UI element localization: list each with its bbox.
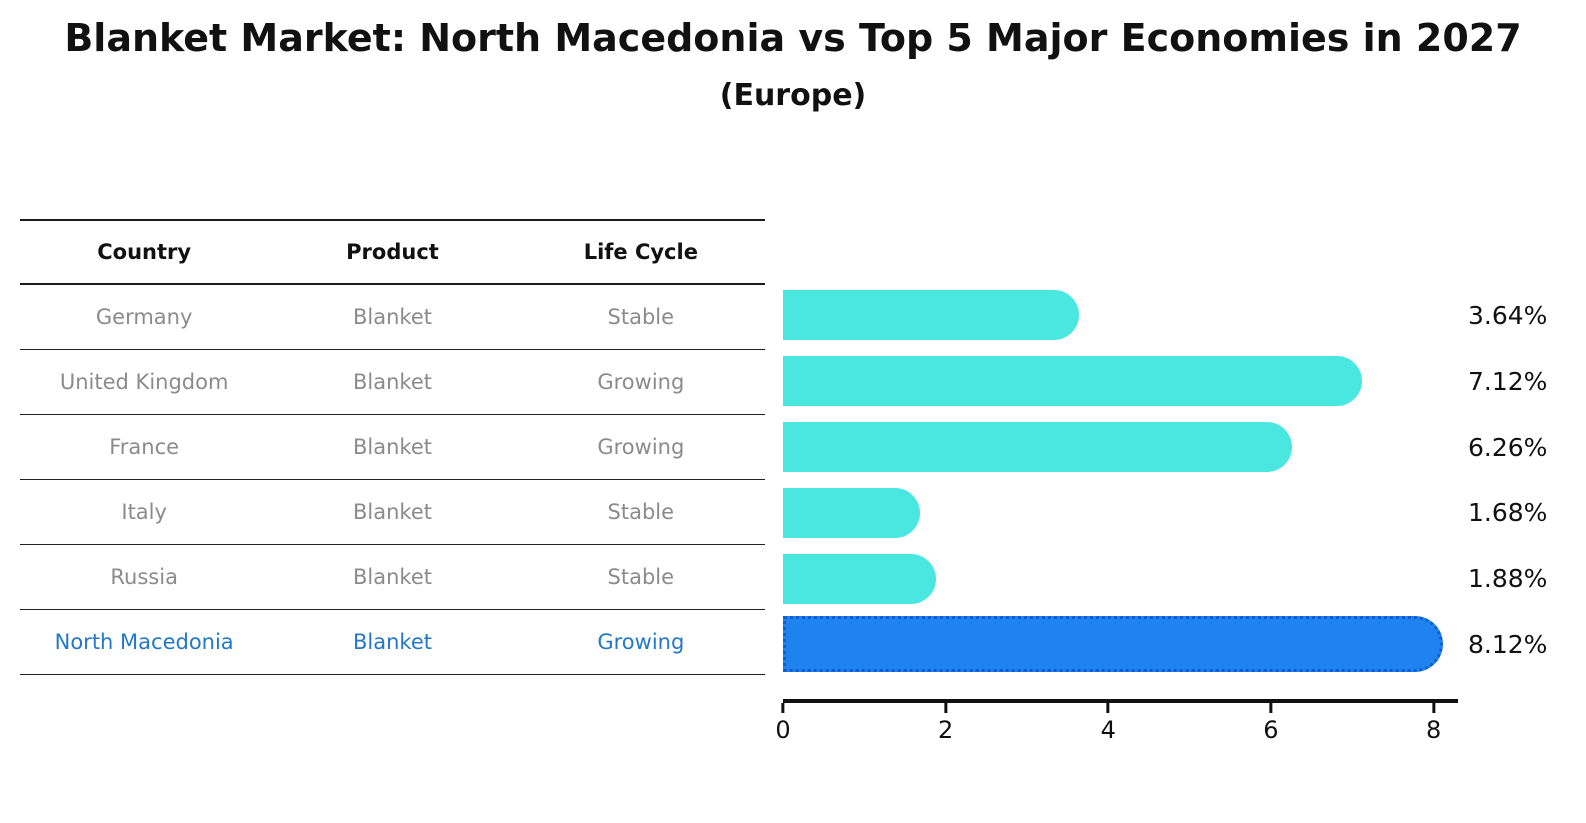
value-label: 7.12% <box>1468 366 1548 396</box>
table-row: United Kingdom Blanket Growing <box>20 350 765 415</box>
table-cell-product: Blanket <box>352 369 432 394</box>
bar-row <box>783 480 1458 546</box>
table-cell-product: Blanket <box>352 304 432 329</box>
value-label: 1.88% <box>1468 564 1548 594</box>
bar <box>783 553 936 604</box>
x-tick-label: 8 <box>1425 715 1442 744</box>
value-label: 3.64% <box>1468 300 1548 330</box>
x-tick: 4 <box>1100 702 1116 744</box>
chart-subtitle: (Europe) <box>719 77 867 113</box>
x-tick: 6 <box>1263 702 1279 744</box>
figure-body: Country Product Life Cycle Germany Blank… <box>0 218 1586 748</box>
x-tick-mark <box>1106 702 1110 713</box>
table-cell-life-cycle: Stable <box>607 304 675 329</box>
value-label: 6.26% <box>1468 432 1548 462</box>
table-cell-country: North Macedonia <box>54 629 234 654</box>
table-row: Italy Blanket Stable <box>20 480 765 545</box>
table-cell-country: France <box>109 434 180 459</box>
bar-chart: 0 2 4 6 8 3 <box>775 219 1586 748</box>
table-row: Russia Blanket Stable <box>20 545 765 610</box>
x-tick-mark <box>944 702 948 713</box>
table-cell-life-cycle: Growing <box>597 629 685 654</box>
table-cell-life-cycle: Stable <box>607 499 675 524</box>
bar <box>783 616 1444 673</box>
bar <box>783 487 920 538</box>
table-cell-country: Italy <box>121 499 167 524</box>
table-header-row: Country Product Life Cycle <box>20 221 765 285</box>
x-tick: 2 <box>938 702 954 744</box>
table-cell-product: Blanket <box>352 499 432 524</box>
chart-title: Blanket Market: North Macedonia vs Top 5… <box>64 16 1522 60</box>
x-tick-label: 2 <box>938 715 954 744</box>
table-cell-country: Russia <box>110 564 178 589</box>
table-cell-life-cycle: Growing <box>597 434 685 459</box>
bar <box>783 356 1363 407</box>
table-cell-product: Blanket <box>352 434 432 459</box>
bar-row <box>783 612 1458 678</box>
x-tick: 8 <box>1425 702 1442 744</box>
value-label: 8.12% <box>1468 629 1548 659</box>
x-tick-mark <box>1269 702 1273 713</box>
table-row: Germany Blanket Stable <box>20 285 765 350</box>
bar-row <box>783 348 1458 414</box>
table-header-life-cycle: Life Cycle <box>583 239 698 264</box>
x-tick-label: 0 <box>775 715 791 744</box>
x-tick-label: 4 <box>1100 715 1116 744</box>
bar <box>783 422 1293 473</box>
bar <box>783 290 1080 341</box>
table-header-country: Country <box>97 239 192 264</box>
table-cell-country: Germany <box>95 304 193 329</box>
table-row: France Blanket Growing <box>20 415 765 480</box>
x-axis-line <box>783 699 1458 703</box>
value-label: 1.68% <box>1468 498 1548 528</box>
table-header-product: Product <box>346 239 439 264</box>
table-cell-country: United Kingdom <box>59 369 229 394</box>
bar-row <box>783 283 1458 349</box>
x-tick: 0 <box>775 702 791 744</box>
table-cell-life-cycle: Stable <box>607 564 675 589</box>
bar-row <box>783 546 1458 612</box>
table-cell-product: Blanket <box>352 629 432 654</box>
table-cell-product: Blanket <box>352 564 432 589</box>
x-tick-label: 6 <box>1263 715 1279 744</box>
value-labels: 3.64% 7.12% 6.26% 1.68% 1.88% 8.12% <box>1468 283 1586 748</box>
x-tick-mark <box>781 702 785 713</box>
x-axis: 0 2 4 6 8 <box>775 699 1458 747</box>
table-row: North Macedonia Blanket Growing <box>20 610 765 675</box>
x-tick-mark <box>1432 702 1436 713</box>
bar-row <box>783 414 1458 480</box>
country-table: Country Product Life Cycle Germany Blank… <box>20 218 765 675</box>
table-cell-life-cycle: Growing <box>597 369 685 394</box>
plot-area: 0 2 4 6 8 <box>775 283 1458 748</box>
